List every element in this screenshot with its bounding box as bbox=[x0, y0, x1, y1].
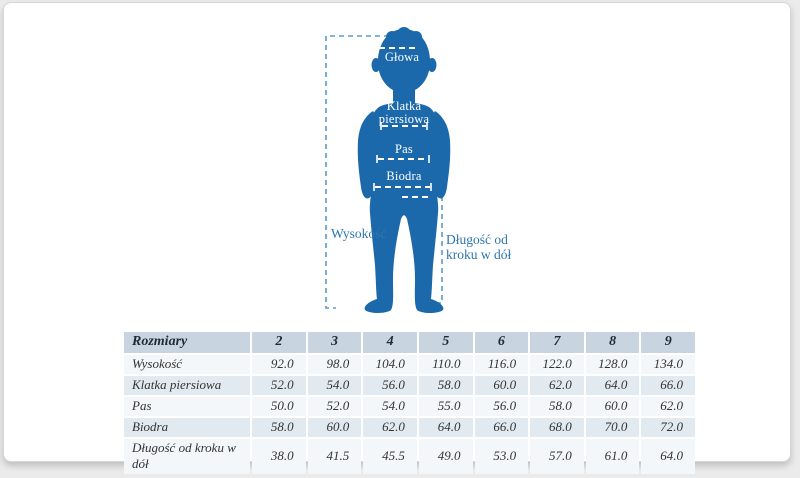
size-table-title: Rozmiary bbox=[124, 332, 250, 353]
measurement-value: 54.0 bbox=[307, 376, 362, 395]
measurement-value: 134.0 bbox=[641, 355, 695, 374]
measurement-value: 55.0 bbox=[418, 397, 473, 416]
table-row: Klatka piersiowa 52.0 54.0 56.0 58.0 60.0 62.0… bbox=[124, 376, 695, 395]
measurement-value: 70.0 bbox=[585, 418, 640, 437]
size-column-header: 8 bbox=[585, 332, 640, 353]
table-row: Wysokość 92.0 98.0 104.0 110.0 116.0 122.0 128.… bbox=[124, 355, 695, 374]
measurement-value: 110.0 bbox=[418, 355, 473, 374]
size-column-header: 2 bbox=[252, 332, 306, 353]
row-label: Długość od kroku w dół bbox=[124, 439, 250, 474]
measurement-value: 60.0 bbox=[585, 397, 640, 416]
measurement-value: 58.0 bbox=[530, 397, 584, 416]
size-table-body: Wysokość 92.0 98.0 104.0 110.0 116.0 122.0 128.… bbox=[124, 355, 695, 474]
size-column-header: 4 bbox=[363, 332, 417, 353]
inseam-label-line1: Długość od bbox=[446, 232, 508, 247]
chest-label-line2: piersiowa bbox=[378, 111, 430, 126]
chest-label: Klatka piersiowa bbox=[362, 100, 446, 125]
inseam-label-line2: kroku w dół bbox=[446, 247, 512, 262]
table-row: Pas 50.0 52.0 54.0 55.0 56.0 58.0 60.0 62.0 bbox=[124, 397, 695, 416]
measurement-value: 64.0 bbox=[641, 439, 695, 474]
measurement-value: 98.0 bbox=[307, 355, 362, 374]
measurement-value: 62.0 bbox=[363, 418, 417, 437]
measurement-value: 56.0 bbox=[474, 397, 529, 416]
measurement-value: 61.0 bbox=[585, 439, 640, 474]
measurement-value: 58.0 bbox=[418, 376, 473, 395]
body-measurement-diagram: Głowa Klatka piersiowa Pas Biodra Wysoko… bbox=[4, 3, 800, 328]
inseam-label: Długość od kroku w dół bbox=[446, 232, 511, 262]
measurement-value: 116.0 bbox=[474, 355, 529, 374]
height-label: Wysokość bbox=[331, 226, 387, 241]
row-label: Pas bbox=[124, 397, 250, 416]
size-column-header: 5 bbox=[418, 332, 473, 353]
measurement-value: 92.0 bbox=[252, 355, 306, 374]
table-row: Długość od kroku w dół 38.0 41.5 45.5 49.0 53… bbox=[124, 439, 695, 474]
measurement-value: 68.0 bbox=[530, 418, 584, 437]
measurement-value: 53.0 bbox=[474, 439, 529, 474]
height-bracket-line bbox=[325, 35, 389, 309]
measurement-value: 41.5 bbox=[307, 439, 362, 474]
row-label: Biodra bbox=[124, 418, 250, 437]
measurement-value: 62.0 bbox=[530, 376, 584, 395]
size-column-header: 7 bbox=[530, 332, 584, 353]
row-label: Wysokość bbox=[124, 355, 250, 374]
measurement-value: 104.0 bbox=[363, 355, 417, 374]
measurement-value: 49.0 bbox=[418, 439, 473, 474]
measurement-value: 66.0 bbox=[641, 376, 695, 395]
waist-label: Pas bbox=[395, 142, 413, 156]
chest-label-line1: Klatka bbox=[386, 99, 422, 113]
measurement-value: 64.0 bbox=[418, 418, 473, 437]
measurement-value: 66.0 bbox=[474, 418, 529, 437]
size-column-header: 3 bbox=[307, 332, 362, 353]
measurement-value: 58.0 bbox=[252, 418, 306, 437]
hips-label: Biodra bbox=[386, 169, 422, 183]
measurement-value: 60.0 bbox=[474, 376, 529, 395]
measurement-value: 50.0 bbox=[252, 397, 306, 416]
size-column-header: 6 bbox=[474, 332, 529, 353]
measurement-value: 38.0 bbox=[252, 439, 306, 474]
measurement-value: 62.0 bbox=[641, 397, 695, 416]
measurement-value: 122.0 bbox=[530, 355, 584, 374]
measure-line-ticks bbox=[373, 122, 432, 191]
measurement-value: 52.0 bbox=[252, 376, 306, 395]
child-figure-svg bbox=[325, 27, 451, 313]
measurement-value: 64.0 bbox=[585, 376, 640, 395]
measurement-value: 56.0 bbox=[363, 376, 417, 395]
size-column-header: 9 bbox=[641, 332, 695, 353]
size-guide-card: Głowa Klatka piersiowa Pas Biodra Wysoko… bbox=[3, 2, 791, 474]
measurement-value: 60.0 bbox=[307, 418, 362, 437]
measurement-value: 57.0 bbox=[530, 439, 584, 474]
measurement-value: 54.0 bbox=[363, 397, 417, 416]
measurement-value: 52.0 bbox=[307, 397, 362, 416]
row-label: Klatka piersiowa bbox=[124, 376, 250, 395]
measurement-value: 45.5 bbox=[363, 439, 417, 474]
measurement-value: 72.0 bbox=[641, 418, 695, 437]
table-row: Biodra 58.0 60.0 62.0 64.0 66.0 68.0 70.0 72.0 bbox=[124, 418, 695, 437]
child-silhouette bbox=[357, 27, 451, 313]
measurement-value: 128.0 bbox=[585, 355, 640, 374]
head-label: Głowa bbox=[384, 50, 420, 64]
